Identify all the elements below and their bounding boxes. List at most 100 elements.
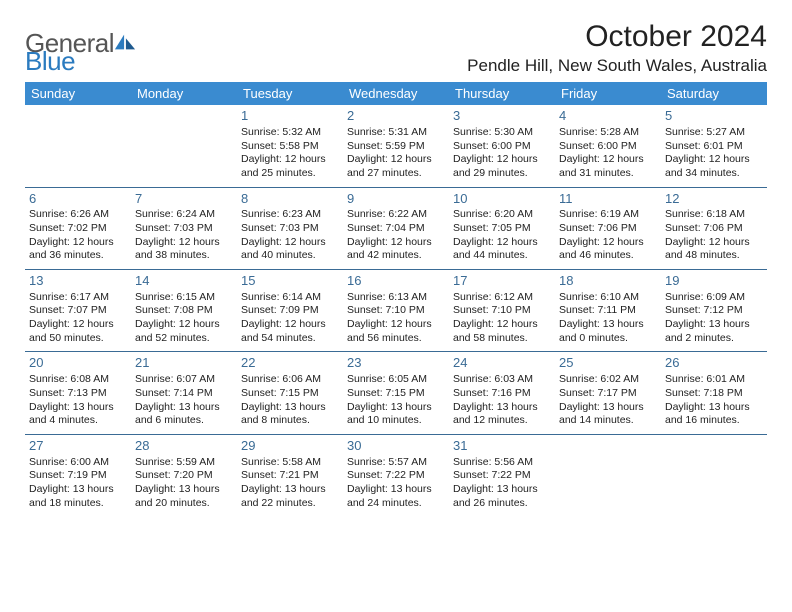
day-info: Sunrise: 6:01 AMSunset: 7:18 PMDaylight:… bbox=[665, 373, 763, 428]
daylight-line: Daylight: 12 hours and 25 minutes. bbox=[241, 153, 339, 180]
day-number: 14 bbox=[135, 273, 233, 290]
sunset-line: Sunset: 7:10 PM bbox=[453, 304, 551, 318]
sunset-line: Sunset: 7:06 PM bbox=[665, 222, 763, 236]
calendar-day-cell: 11Sunrise: 6:19 AMSunset: 7:06 PMDayligh… bbox=[555, 187, 661, 269]
day-info: Sunrise: 5:56 AMSunset: 7:22 PMDaylight:… bbox=[453, 456, 551, 511]
sunrise-line: Sunrise: 6:15 AM bbox=[135, 291, 233, 305]
sunrise-line: Sunrise: 5:59 AM bbox=[135, 456, 233, 470]
daylight-line: Daylight: 13 hours and 8 minutes. bbox=[241, 401, 339, 428]
day-info: Sunrise: 6:18 AMSunset: 7:06 PMDaylight:… bbox=[665, 208, 763, 263]
daylight-line: Daylight: 13 hours and 0 minutes. bbox=[559, 318, 657, 345]
day-info: Sunrise: 6:09 AMSunset: 7:12 PMDaylight:… bbox=[665, 291, 763, 346]
daylight-line: Daylight: 12 hours and 29 minutes. bbox=[453, 153, 551, 180]
sunrise-line: Sunrise: 6:00 AM bbox=[29, 456, 127, 470]
sunrise-line: Sunrise: 6:24 AM bbox=[135, 208, 233, 222]
day-number: 27 bbox=[29, 438, 127, 455]
day-info: Sunrise: 6:12 AMSunset: 7:10 PMDaylight:… bbox=[453, 291, 551, 346]
day-number: 6 bbox=[29, 191, 127, 208]
daylight-line: Daylight: 13 hours and 20 minutes. bbox=[135, 483, 233, 510]
title-block: October 2024 Pendle Hill, New South Wale… bbox=[467, 20, 767, 76]
sunset-line: Sunset: 7:17 PM bbox=[559, 387, 657, 401]
daylight-line: Daylight: 13 hours and 10 minutes. bbox=[347, 401, 445, 428]
sunset-line: Sunset: 7:07 PM bbox=[29, 304, 127, 318]
sunrise-line: Sunrise: 5:27 AM bbox=[665, 126, 763, 140]
sunset-line: Sunset: 7:21 PM bbox=[241, 469, 339, 483]
sunset-line: Sunset: 7:02 PM bbox=[29, 222, 127, 236]
calendar-day-cell: 8Sunrise: 6:23 AMSunset: 7:03 PMDaylight… bbox=[237, 187, 343, 269]
sunrise-line: Sunrise: 6:05 AM bbox=[347, 373, 445, 387]
day-info: Sunrise: 6:20 AMSunset: 7:05 PMDaylight:… bbox=[453, 208, 551, 263]
sunrise-line: Sunrise: 6:23 AM bbox=[241, 208, 339, 222]
sunset-line: Sunset: 7:20 PM bbox=[135, 469, 233, 483]
sunrise-line: Sunrise: 6:02 AM bbox=[559, 373, 657, 387]
sunset-line: Sunset: 6:00 PM bbox=[559, 140, 657, 154]
day-number: 3 bbox=[453, 108, 551, 125]
day-number: 24 bbox=[453, 355, 551, 372]
sunrise-line: Sunrise: 5:31 AM bbox=[347, 126, 445, 140]
sunset-line: Sunset: 7:10 PM bbox=[347, 304, 445, 318]
day-info: Sunrise: 6:03 AMSunset: 7:16 PMDaylight:… bbox=[453, 373, 551, 428]
day-header: Wednesday bbox=[343, 82, 449, 105]
location-line: Pendle Hill, New South Wales, Australia bbox=[467, 56, 767, 76]
calendar-day-cell: 21Sunrise: 6:07 AMSunset: 7:14 PMDayligh… bbox=[131, 352, 237, 434]
sunrise-line: Sunrise: 5:32 AM bbox=[241, 126, 339, 140]
sunset-line: Sunset: 7:15 PM bbox=[241, 387, 339, 401]
day-number: 10 bbox=[453, 191, 551, 208]
daylight-line: Daylight: 12 hours and 36 minutes. bbox=[29, 236, 127, 263]
sunset-line: Sunset: 7:14 PM bbox=[135, 387, 233, 401]
day-info: Sunrise: 6:06 AMSunset: 7:15 PMDaylight:… bbox=[241, 373, 339, 428]
sunrise-line: Sunrise: 6:09 AM bbox=[665, 291, 763, 305]
calendar-day-cell: 19Sunrise: 6:09 AMSunset: 7:12 PMDayligh… bbox=[661, 269, 767, 351]
sunrise-line: Sunrise: 6:18 AM bbox=[665, 208, 763, 222]
calendar-day-cell bbox=[661, 434, 767, 516]
sunset-line: Sunset: 7:22 PM bbox=[453, 469, 551, 483]
day-number: 7 bbox=[135, 191, 233, 208]
calendar-day-cell: 13Sunrise: 6:17 AMSunset: 7:07 PMDayligh… bbox=[25, 269, 131, 351]
sunset-line: Sunset: 5:59 PM bbox=[347, 140, 445, 154]
day-info: Sunrise: 5:28 AMSunset: 6:00 PMDaylight:… bbox=[559, 126, 657, 181]
calendar-day-cell: 6Sunrise: 6:26 AMSunset: 7:02 PMDaylight… bbox=[25, 187, 131, 269]
daylight-line: Daylight: 12 hours and 44 minutes. bbox=[453, 236, 551, 263]
day-number: 9 bbox=[347, 191, 445, 208]
day-info: Sunrise: 6:07 AMSunset: 7:14 PMDaylight:… bbox=[135, 373, 233, 428]
sunrise-line: Sunrise: 5:57 AM bbox=[347, 456, 445, 470]
sunrise-line: Sunrise: 6:03 AM bbox=[453, 373, 551, 387]
daylight-line: Daylight: 12 hours and 40 minutes. bbox=[241, 236, 339, 263]
sunrise-line: Sunrise: 6:14 AM bbox=[241, 291, 339, 305]
daylight-line: Daylight: 13 hours and 22 minutes. bbox=[241, 483, 339, 510]
calendar-day-cell: 30Sunrise: 5:57 AMSunset: 7:22 PMDayligh… bbox=[343, 434, 449, 516]
day-number: 13 bbox=[29, 273, 127, 290]
day-header: Sunday bbox=[25, 82, 131, 105]
calendar-day-cell: 9Sunrise: 6:22 AMSunset: 7:04 PMDaylight… bbox=[343, 187, 449, 269]
day-number: 31 bbox=[453, 438, 551, 455]
calendar-day-cell: 28Sunrise: 5:59 AMSunset: 7:20 PMDayligh… bbox=[131, 434, 237, 516]
sunrise-line: Sunrise: 6:01 AM bbox=[665, 373, 763, 387]
day-info: Sunrise: 6:19 AMSunset: 7:06 PMDaylight:… bbox=[559, 208, 657, 263]
day-info: Sunrise: 6:05 AMSunset: 7:15 PMDaylight:… bbox=[347, 373, 445, 428]
calendar-day-cell: 5Sunrise: 5:27 AMSunset: 6:01 PMDaylight… bbox=[661, 105, 767, 187]
calendar-week-row: 27Sunrise: 6:00 AMSunset: 7:19 PMDayligh… bbox=[25, 434, 767, 516]
calendar-day-cell: 31Sunrise: 5:56 AMSunset: 7:22 PMDayligh… bbox=[449, 434, 555, 516]
sunrise-line: Sunrise: 6:08 AM bbox=[29, 373, 127, 387]
day-info: Sunrise: 6:23 AMSunset: 7:03 PMDaylight:… bbox=[241, 208, 339, 263]
sunset-line: Sunset: 7:18 PM bbox=[665, 387, 763, 401]
day-header: Thursday bbox=[449, 82, 555, 105]
sunrise-line: Sunrise: 5:56 AM bbox=[453, 456, 551, 470]
day-number: 20 bbox=[29, 355, 127, 372]
sunset-line: Sunset: 7:05 PM bbox=[453, 222, 551, 236]
calendar-day-cell bbox=[555, 434, 661, 516]
sunset-line: Sunset: 7:13 PM bbox=[29, 387, 127, 401]
day-number: 28 bbox=[135, 438, 233, 455]
calendar-day-cell: 27Sunrise: 6:00 AMSunset: 7:19 PMDayligh… bbox=[25, 434, 131, 516]
day-number: 25 bbox=[559, 355, 657, 372]
sunset-line: Sunset: 7:16 PM bbox=[453, 387, 551, 401]
day-header: Monday bbox=[131, 82, 237, 105]
daylight-line: Daylight: 12 hours and 34 minutes. bbox=[665, 153, 763, 180]
sunset-line: Sunset: 7:04 PM bbox=[347, 222, 445, 236]
daylight-line: Daylight: 12 hours and 38 minutes. bbox=[135, 236, 233, 263]
daylight-line: Daylight: 13 hours and 4 minutes. bbox=[29, 401, 127, 428]
calendar-day-cell: 26Sunrise: 6:01 AMSunset: 7:18 PMDayligh… bbox=[661, 352, 767, 434]
day-info: Sunrise: 6:14 AMSunset: 7:09 PMDaylight:… bbox=[241, 291, 339, 346]
day-info: Sunrise: 6:17 AMSunset: 7:07 PMDaylight:… bbox=[29, 291, 127, 346]
daylight-line: Daylight: 12 hours and 52 minutes. bbox=[135, 318, 233, 345]
